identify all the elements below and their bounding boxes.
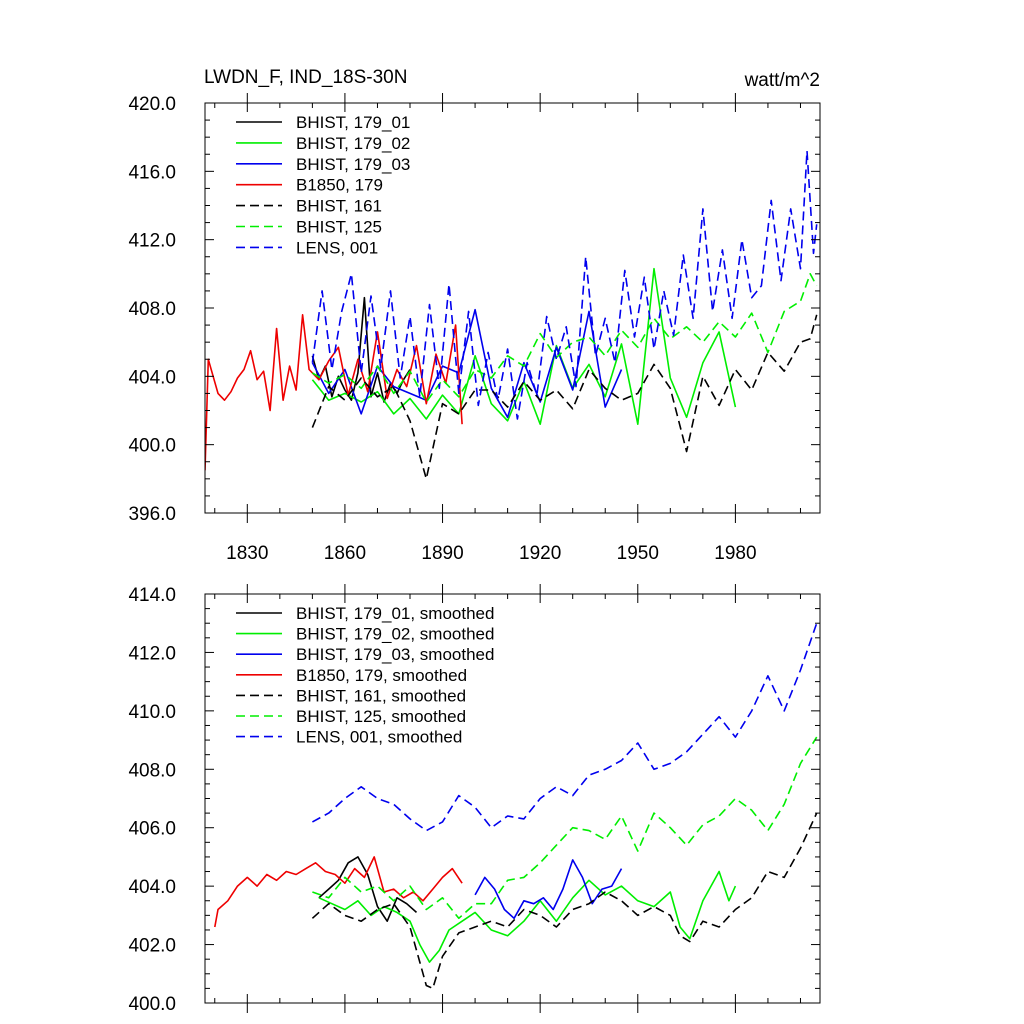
y-tick-label: 408.0 — [128, 760, 176, 781]
series-line-top-4 — [311, 314, 818, 480]
y-tick-label: 408.0 — [128, 299, 176, 320]
legend-label: BHIST, 179_03 — [296, 155, 410, 174]
x-tick-label: 1830 — [226, 543, 268, 564]
series-line-top-0 — [311, 296, 411, 403]
x-tick-label: 1950 — [617, 543, 659, 564]
legend-label: BHIST, 125, smoothed — [296, 707, 466, 726]
series-line-bottom-2 — [474, 859, 623, 920]
y-tick-label: 406.0 — [128, 819, 176, 840]
y-tick-label: 416.0 — [128, 162, 176, 183]
legend-label: B1850, 179, smoothed — [296, 666, 467, 685]
bottom-series-group — [214, 622, 818, 990]
legend-label: BHIST, 179_02 — [296, 134, 410, 153]
series-line-top-3 — [205, 313, 463, 471]
series-line-bottom-6 — [312, 622, 818, 832]
series-line-bottom-4 — [311, 812, 818, 990]
legend-label: BHIST, 179_02, smoothed — [296, 625, 494, 644]
y-tick-label: 412.0 — [128, 231, 176, 252]
legend-label: BHIST, 161, smoothed — [296, 686, 466, 705]
top-series-group — [205, 150, 818, 480]
legend-label: BHIST, 161 — [296, 197, 382, 216]
bottom-legend: BHIST, 179_01, smoothed BHIST, 179_02, sm… — [236, 604, 494, 747]
y-tick-label: 404.0 — [128, 367, 176, 388]
bottom-panel: 400.0 402.0 404.0 406.0 408.0 410.0 412.0 414.0… — [128, 584, 821, 1015]
legend-label: LENS, 001, smoothed — [296, 728, 462, 747]
legend-label: BHIST, 179_03, smoothed — [296, 645, 494, 664]
y-tick-label: 402.0 — [128, 936, 176, 957]
y-tick-label: 396.0 — [128, 504, 176, 525]
y-tick-label: 420.0 — [128, 94, 176, 115]
x-tick-label: 1920 — [519, 543, 561, 564]
y-tick-label: 400.0 — [128, 436, 176, 457]
x-tick-label: 1860 — [324, 543, 366, 564]
series-line-bottom-0 — [318, 856, 418, 923]
y-tick-label: 414.0 — [128, 585, 176, 606]
x-tick-label: 1980 — [714, 543, 756, 564]
y-tick-label: 404.0 — [128, 877, 176, 898]
legend-label: BHIST, 179_01 — [296, 113, 410, 132]
bottom-axis-ticks: 400.0 402.0 404.0 406.0 408.0 410.0 412.0 414.0 — [128, 584, 820, 1015]
top-legend: BHIST, 179_01 BHIST, 179_02 BHIST, 179_03 B… — [236, 113, 410, 257]
series-line-top-2 — [311, 308, 623, 419]
series-line-top-5 — [311, 272, 818, 403]
series-line-bottom-5 — [312, 736, 818, 920]
y-tick-label: 400.0 — [128, 994, 176, 1015]
series-line-bottom-3 — [214, 856, 463, 928]
legend-label: BHIST, 179_01, smoothed — [296, 604, 494, 623]
legend-label: LENS, 001 — [296, 238, 378, 257]
legend-label: BHIST, 125 — [296, 218, 382, 237]
series-line-top-6 — [311, 150, 818, 420]
x-tick-label: 1890 — [421, 543, 463, 564]
plot-title: LWDN_F, IND_18S-30N — [204, 67, 407, 88]
y-tick-label: 410.0 — [128, 702, 176, 723]
y-tick-label: 412.0 — [128, 643, 176, 664]
top-panel: 396.0 400.0 404.0 408.0 412.0 416.0 420.0 1830 1… — [128, 93, 821, 564]
series-line-bottom-1 — [318, 870, 737, 963]
top-axis-ticks: 396.0 400.0 404.0 408.0 412.0 416.0 420.0 1830 1… — [128, 93, 820, 564]
units-label: watt/m^2 — [744, 70, 820, 91]
legend-label: B1850, 179 — [296, 176, 383, 195]
